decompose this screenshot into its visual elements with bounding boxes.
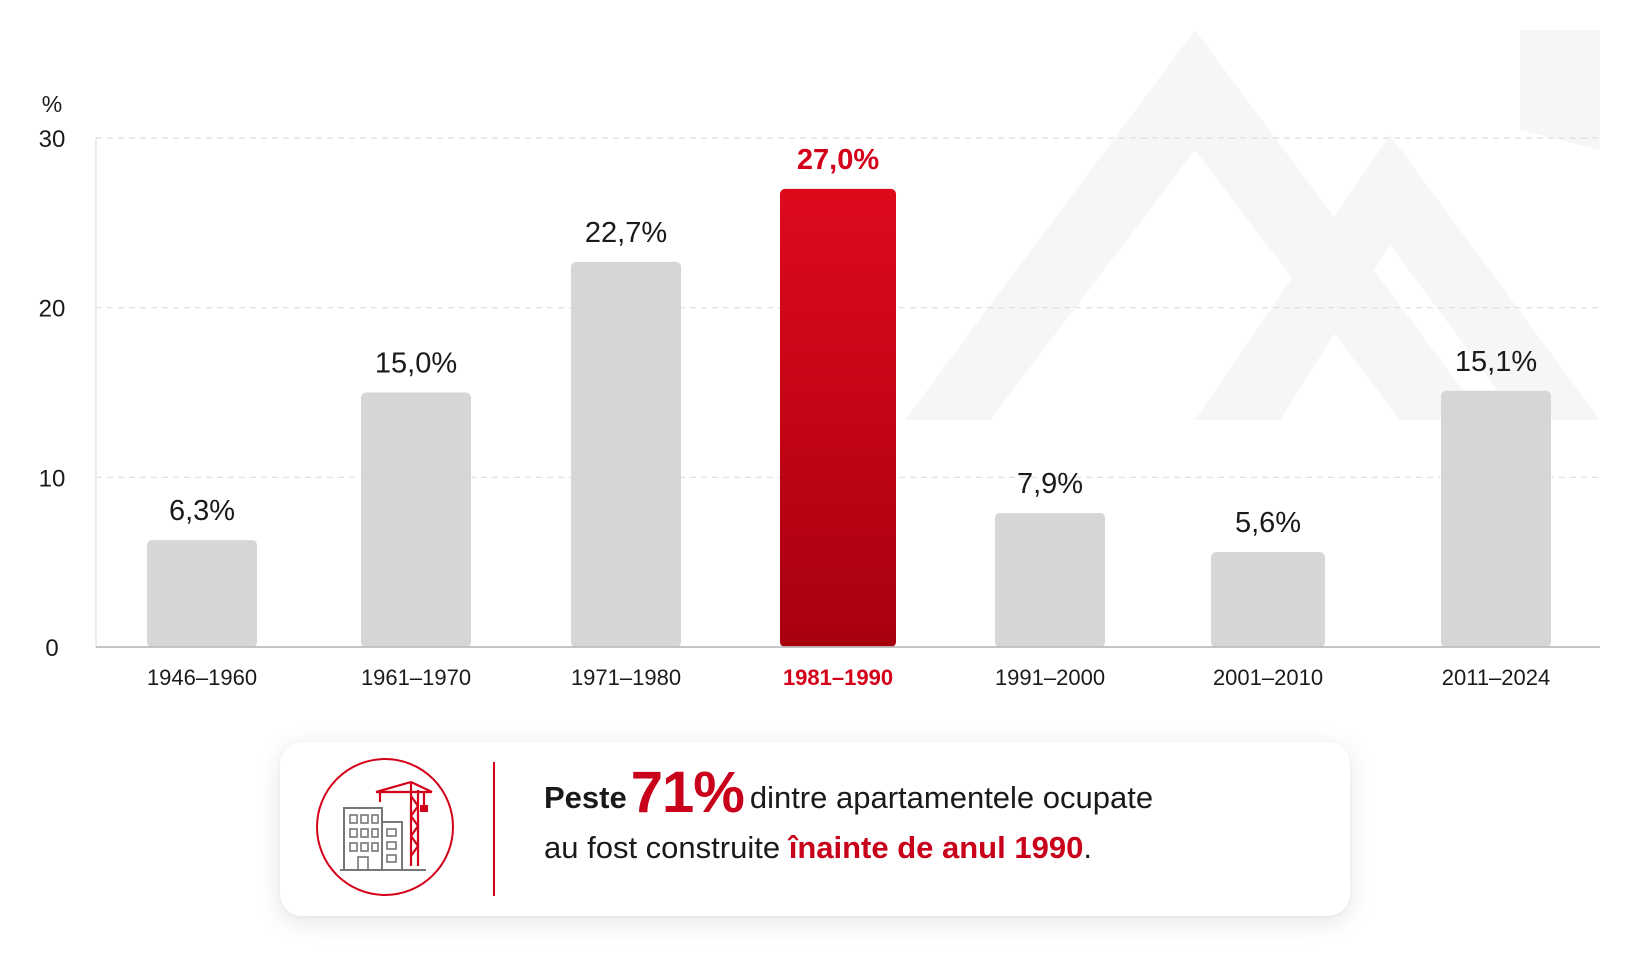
y-tick-label: 0 — [45, 635, 58, 662]
x-tick-label: 1981–1990 — [783, 665, 893, 690]
background-watermark — [905, 30, 1600, 420]
x-tick-label: 1946–1960 — [147, 665, 257, 690]
y-tick-label: 20 — [39, 296, 66, 323]
x-tick-label: 1971–1980 — [571, 665, 681, 690]
value-labels: 6,3% 15,0% 22,7% 27,0% 7,9% 5,6% 15,1% — [169, 144, 1537, 539]
callout-divider — [493, 762, 495, 896]
bar-2001–2010 — [1211, 551, 1325, 647]
bars — [147, 188, 1551, 647]
value-label: 15,0% — [375, 348, 457, 380]
value-label: 5,6% — [1235, 507, 1301, 539]
callout-text: Peste71% dintre apartamentele ocupate au … — [544, 764, 1324, 873]
y-axis: % 0 10 20 30 — [39, 91, 66, 662]
x-tick-label: 1961–1970 — [361, 665, 471, 690]
callout-highlight-number: 71% — [630, 760, 745, 825]
value-label: 6,3% — [169, 495, 235, 527]
x-tick-label: 1991–2000 — [995, 665, 1105, 690]
value-label: 15,1% — [1455, 346, 1537, 378]
bar-1981–1990 — [780, 188, 896, 647]
bar-1961–1970 — [361, 392, 471, 647]
building-crane-icon — [314, 756, 456, 898]
bar-1991–2000 — [995, 512, 1105, 647]
summary-callout: Peste71% dintre apartamentele ocupate au … — [280, 742, 1350, 916]
y-axis-label: % — [42, 91, 62, 117]
x-axis: 1946–1960 1961–1970 1971–1980 1981–1990 1991… — [96, 646, 1600, 690]
callout-line-2: au fost construite înainte de anul 1990. — [544, 823, 1324, 873]
callout-line2-start: au fost construite — [544, 830, 781, 865]
bar-2011–2024 — [1441, 390, 1551, 647]
value-label: 27,0% — [797, 144, 879, 176]
callout-line-1: Peste71% dintre apartamentele ocupate — [544, 764, 1324, 823]
y-tick-label: 30 — [39, 126, 66, 153]
bar-1946–1960 — [147, 540, 257, 647]
callout-line1-rest: dintre apartamentele ocupate — [749, 780, 1154, 815]
x-tick-label: 2001–2010 — [1213, 665, 1323, 690]
watermark-shape — [1195, 135, 1600, 420]
bar-1971–1980 — [571, 261, 681, 647]
value-label: 7,9% — [1017, 468, 1083, 500]
callout-prefix: Peste — [544, 780, 627, 815]
callout-line2-highlight: înainte de anul 1990 — [788, 830, 1084, 865]
y-tick-label: 10 — [39, 465, 66, 492]
watermark-shape — [1520, 30, 1600, 150]
value-label: 22,7% — [585, 217, 667, 249]
callout-line2-end: . — [1083, 830, 1092, 865]
x-tick-label: 2011–2024 — [1442, 665, 1551, 690]
